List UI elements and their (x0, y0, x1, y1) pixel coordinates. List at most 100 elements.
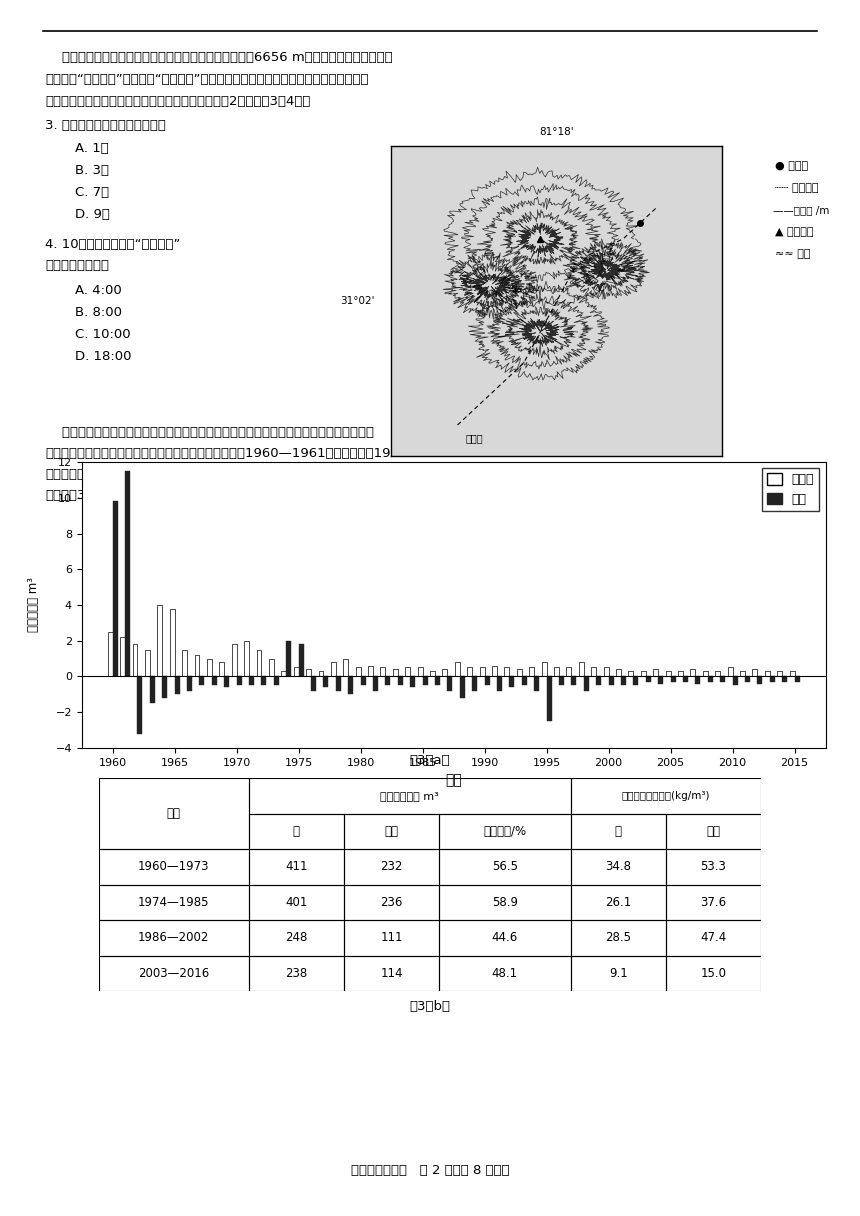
Bar (666, 956, 761, 991)
Text: 《高三地理试卷   第 2 页（共 8 页）》: 《高三地理试卷 第 2 页（共 8 页）》 (351, 1164, 509, 1177)
Bar (138, 676, 143, 733)
Bar (150, 676, 155, 703)
Bar (678, 671, 683, 676)
Bar (393, 669, 398, 676)
Text: 34.8: 34.8 (605, 861, 631, 873)
Text: ▲ 冈仁波齐: ▲ 冈仁波齐 (775, 227, 814, 237)
Text: B. 8:00: B. 8:00 (75, 306, 122, 319)
Bar (720, 676, 725, 682)
Bar (683, 676, 688, 682)
Text: 2003—2016: 2003—2016 (138, 967, 209, 980)
Bar (570, 849, 666, 885)
Bar (716, 671, 720, 676)
Bar (646, 676, 651, 682)
Bar (570, 814, 666, 849)
Bar (132, 644, 138, 676)
Text: 238: 238 (285, 967, 307, 980)
Bar (783, 676, 787, 682)
Bar (256, 649, 261, 676)
Text: C. 10:00: C. 10:00 (75, 328, 131, 340)
X-axis label: 年份: 年份 (445, 773, 462, 787)
Bar (249, 814, 344, 849)
Text: 47.4: 47.4 (700, 931, 727, 945)
Bar (385, 676, 390, 686)
Bar (344, 885, 439, 921)
Text: 114: 114 (380, 967, 402, 980)
Bar (108, 632, 113, 676)
Bar (410, 676, 415, 687)
Bar (187, 676, 192, 691)
Text: 年滙洪排沙、1974年至今的蓄清排浑等不同的运用方式。图3（a）是三门峡水库冲淤变化示: 年滙洪排沙、1974年至今的蓄清排浑等不同的运用方式。图3（a）是三门峡水库冲淤… (45, 468, 391, 482)
Bar (269, 659, 273, 676)
Bar (592, 668, 596, 676)
Bar (99, 885, 249, 921)
Bar (509, 676, 514, 687)
Bar (237, 676, 242, 686)
Bar (113, 501, 118, 676)
Text: A. 1月: A. 1月 (75, 142, 108, 154)
Bar (435, 676, 440, 686)
Bar (212, 676, 217, 686)
Text: ● 补给点: ● 补给点 (775, 161, 808, 171)
Bar (634, 676, 638, 686)
Text: 48.1: 48.1 (492, 967, 518, 980)
Bar (658, 676, 663, 683)
Bar (99, 956, 249, 991)
Text: 58.9: 58.9 (492, 896, 518, 908)
Text: 53.3: 53.3 (701, 861, 727, 873)
Text: 1974—1985: 1974—1985 (138, 896, 210, 908)
Text: C. 7月: C. 7月 (75, 186, 109, 199)
Text: 入库平均含沙量／(kg/m³): 入库平均含沙量／(kg/m³) (622, 790, 710, 801)
Bar (360, 676, 366, 686)
Bar (249, 849, 344, 885)
Bar (666, 814, 761, 849)
Bar (418, 668, 422, 676)
Bar (472, 676, 477, 691)
Bar (249, 956, 344, 991)
Text: 汛期占比/%: 汛期占比/% (483, 824, 526, 838)
Bar (344, 956, 439, 991)
Bar (758, 676, 762, 683)
Text: 图3（b）: 图3（b） (409, 1000, 451, 1013)
Bar (467, 668, 472, 676)
Bar (752, 669, 758, 676)
Bar (306, 669, 311, 676)
Bar (336, 676, 341, 691)
Bar (200, 676, 205, 686)
Text: 的北京时间可能是: 的北京时间可能是 (45, 259, 109, 272)
Bar (169, 608, 175, 676)
Bar (344, 849, 439, 885)
Bar (249, 921, 344, 956)
Bar (497, 676, 502, 691)
Text: 巴嘎乡: 巴嘎乡 (465, 434, 482, 444)
Text: 3. 到冈仁波齐徒步的最佳时间是: 3. 到冈仁波齐徒步的最佳时间是 (45, 119, 166, 133)
Bar (795, 676, 800, 682)
Text: D. 18:00: D. 18:00 (75, 350, 132, 364)
Bar (570, 885, 666, 921)
Text: 4. 10月冈仁波齐出现“日照金山”: 4. 10月冈仁波齐出现“日照金山” (45, 238, 181, 250)
Bar (163, 676, 167, 698)
Text: 轻上游淤积、减小上游河道的防洪压力，水库先后采用了1960—1961年蓄水拦沙、1962—1973: 轻上游淤积、减小上游河道的防洪压力，水库先后采用了1960—1961年蓄水拦沙、… (45, 447, 454, 460)
Bar (99, 849, 249, 885)
Bar (125, 471, 130, 676)
Bar (219, 662, 224, 676)
Bar (559, 676, 564, 686)
Bar (666, 885, 761, 921)
Text: 31°02': 31°02' (341, 295, 375, 306)
Bar (380, 668, 385, 676)
Text: 81°18': 81°18' (539, 126, 574, 136)
Bar (294, 668, 298, 676)
Text: 1960—1973: 1960—1973 (138, 861, 210, 873)
Bar (641, 671, 646, 676)
Bar (318, 671, 323, 676)
Bar (368, 665, 373, 676)
Bar (621, 676, 626, 686)
Bar (492, 665, 497, 676)
Text: B. 3月: B. 3月 (75, 164, 109, 178)
Bar (570, 921, 666, 956)
Text: 汛期: 汛期 (384, 824, 398, 838)
Bar (311, 676, 316, 691)
Bar (231, 644, 236, 676)
Bar (728, 668, 733, 676)
Bar (443, 669, 447, 676)
